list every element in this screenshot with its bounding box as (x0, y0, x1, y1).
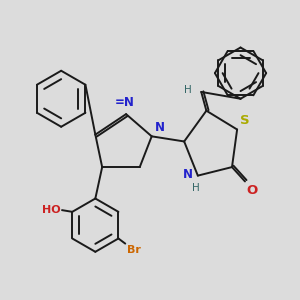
Text: N: N (183, 168, 193, 181)
Text: H: H (192, 183, 200, 193)
Text: Br: Br (127, 245, 140, 255)
Text: H: H (184, 85, 192, 95)
Text: S: S (240, 115, 250, 128)
Text: O: O (246, 184, 258, 197)
Text: N: N (154, 121, 164, 134)
Text: HO: HO (42, 205, 60, 215)
Text: =N: =N (114, 96, 134, 109)
